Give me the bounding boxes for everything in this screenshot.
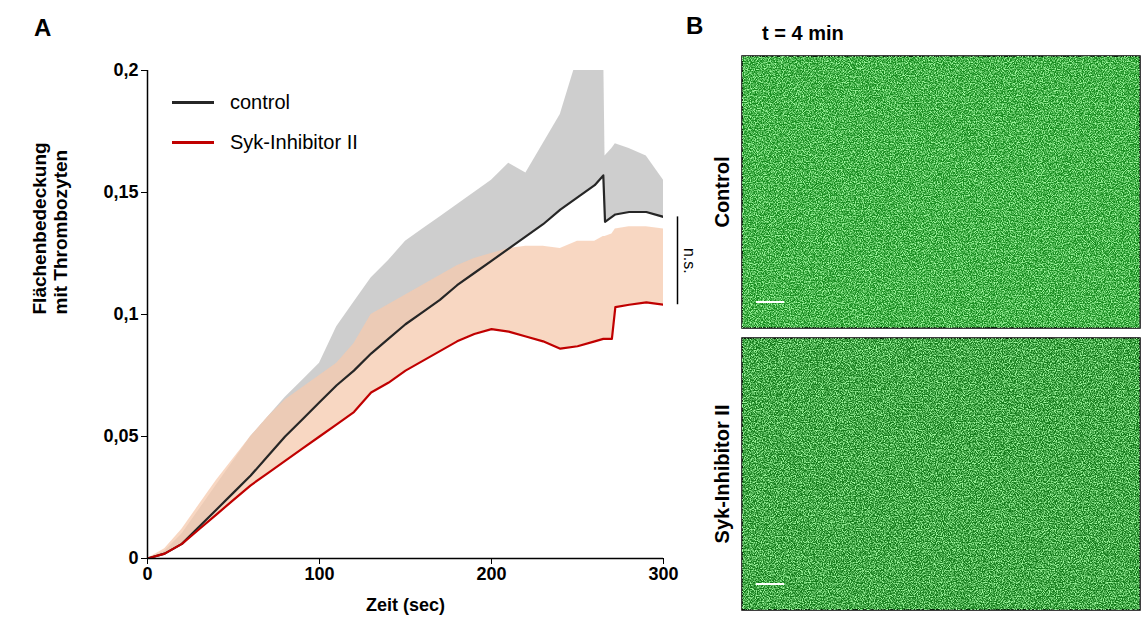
svg-text:0: 0 (128, 548, 138, 568)
svg-text:B: B (686, 12, 703, 39)
svg-text:0: 0 (142, 564, 152, 584)
svg-text:300: 300 (648, 564, 678, 584)
html-text:control: control (230, 90, 290, 113)
svg-text:0,15: 0,15 (103, 182, 138, 202)
svg-text:0,2: 0,2 (113, 60, 138, 80)
svg-text:Control: Control (711, 156, 733, 227)
html-text:A: A (34, 14, 52, 41)
svg-text:0,1: 0,1 (113, 304, 138, 324)
svg-text:0,05: 0,05 (103, 426, 138, 446)
svg-text:n.s.: n.s. (681, 248, 698, 274)
svg-text:Syk-Inhibitor II: Syk-Inhibitor II (711, 405, 733, 544)
svg-text:Zeit (sec): Zeit (sec) (366, 595, 445, 615)
svg-text:200: 200 (476, 564, 506, 584)
svg-text:100: 100 (304, 564, 334, 584)
svg-text:t = 4 min: t = 4 min (762, 22, 844, 44)
svg-text:Flächenbedeckungmit Thrombozyt: Flächenbedeckungmit Thrombozyten (29, 142, 72, 314)
html-text:Syk-Inhibitor II: Syk-Inhibitor II (230, 130, 358, 153)
